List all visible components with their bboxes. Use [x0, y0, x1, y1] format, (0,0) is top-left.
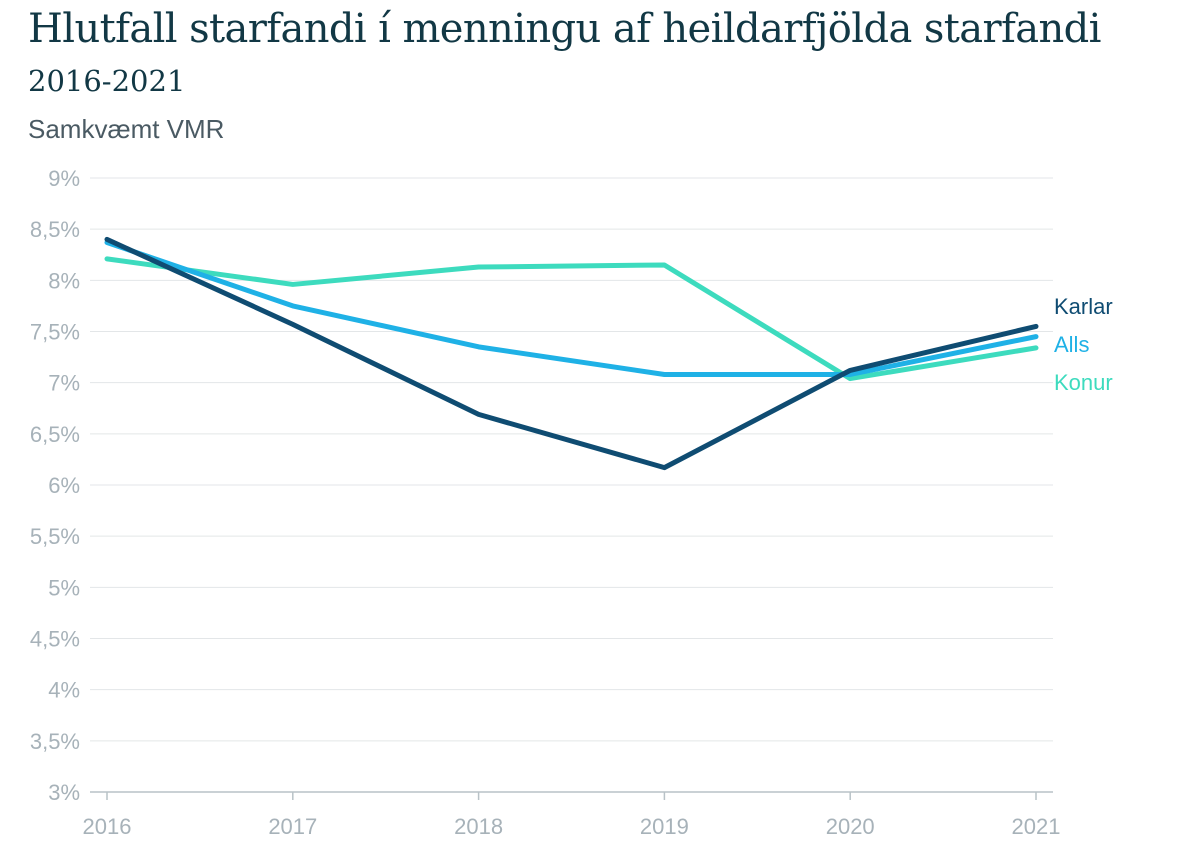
- y-tick-label: 5%: [48, 575, 80, 600]
- x-tick-label: 2020: [826, 814, 875, 839]
- x-axis: 2016 2017 2018 2019 2020 2021: [83, 792, 1061, 839]
- y-tick-label: 7%: [48, 371, 80, 396]
- y-tick-label: 8,5%: [30, 217, 80, 242]
- series-label-karlar: Karlar: [1054, 294, 1113, 319]
- x-tick-label: 2019: [640, 814, 689, 839]
- series-labels: Karlar Alls Konur: [1054, 294, 1113, 395]
- chart-title: Hlutfall starfandi í menningu af heildar…: [28, 6, 1101, 52]
- series-line-konur: [104, 256, 1039, 382]
- grid-layer: [90, 177, 1053, 793]
- chart-subtitle: 2016-2021: [28, 64, 186, 98]
- chart-source-note: Samkvæmt VMR: [28, 114, 225, 144]
- x-tick-label: 2017: [268, 814, 317, 839]
- y-tick-label: 4%: [48, 678, 80, 703]
- y-tick-label: 4,5%: [30, 627, 80, 652]
- series-line-alls: [104, 239, 1039, 377]
- y-axis: 3% 3,5% 4% 4,5% 5% 5,5% 6% 6,5% 7% 7,5% 8% 8,5% 9%: [30, 166, 80, 805]
- x-tick-label: 2016: [83, 814, 132, 839]
- series-label-konur: Konur: [1054, 370, 1113, 395]
- y-tick-label: 3,5%: [30, 729, 80, 754]
- x-tick-label: 2018: [454, 814, 503, 839]
- y-tick-label: 6,5%: [30, 422, 80, 447]
- x-tick-label: 2021: [1012, 814, 1061, 839]
- y-tick-label: 5,5%: [30, 524, 80, 549]
- y-tick-label: 6%: [48, 473, 80, 498]
- y-tick-label: 7,5%: [30, 320, 80, 345]
- y-tick-label: 8%: [48, 268, 80, 293]
- y-tick-label: 3%: [48, 780, 80, 805]
- series-label-alls: Alls: [1054, 332, 1089, 357]
- y-tick-label: 9%: [48, 166, 80, 191]
- series-layer: [104, 236, 1039, 471]
- series-line-karlar: [104, 236, 1039, 471]
